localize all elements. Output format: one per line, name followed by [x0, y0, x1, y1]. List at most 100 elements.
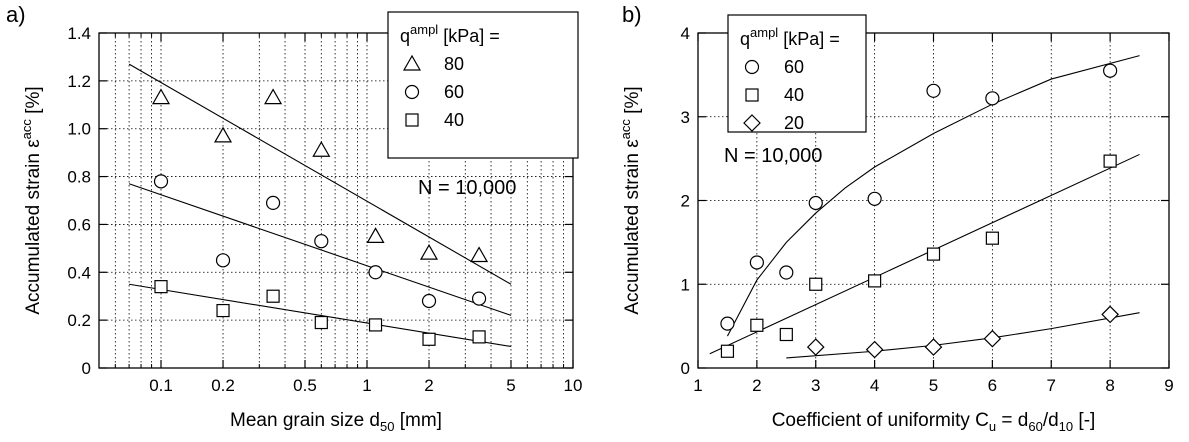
x-tick-label: 4 — [870, 376, 879, 395]
panel-label: b) — [622, 2, 642, 27]
data-point-60 — [1103, 63, 1118, 78]
fit-line-80 — [128, 63, 512, 285]
legend-label-40: 40 — [444, 110, 464, 130]
data-point-60 — [368, 265, 383, 280]
x-tick-label: 0.5 — [293, 376, 317, 395]
x-axis-title: Mean grain size d50 [mm] — [230, 410, 442, 434]
data-point-20 — [924, 338, 943, 356]
x-tick-label: 1 — [362, 376, 371, 395]
fit-line-60 — [128, 183, 512, 316]
data-point-40 — [868, 274, 882, 288]
data-point-20 — [806, 338, 825, 356]
grid — [698, 33, 1169, 368]
series-60 — [153, 174, 487, 309]
y-tick-label: 0 — [681, 359, 690, 378]
legend: qampl [kPa] = 60 40 20 — [727, 14, 867, 133]
data-point-60 — [720, 316, 735, 331]
legend-label-80: 80 — [444, 54, 464, 74]
x-tick-label: 3 — [811, 376, 820, 395]
data-point-60 — [471, 291, 487, 306]
legend-marker-60 — [404, 84, 420, 100]
legend-marker-20 — [743, 114, 761, 132]
x-tick-label: 7 — [1047, 376, 1056, 395]
series-80 — [151, 88, 489, 263]
data-point-80 — [366, 227, 385, 243]
data-point-40 — [422, 332, 436, 346]
fit-lines — [709, 55, 1140, 359]
data-point-60 — [867, 191, 882, 206]
x-tick-label: 0.2 — [211, 376, 235, 395]
data-point-80 — [264, 88, 283, 105]
data-point-80 — [312, 141, 331, 157]
series-60 — [720, 63, 1118, 331]
data-point-40 — [926, 247, 941, 261]
data-point-40 — [809, 277, 823, 291]
y-tick-label: 2 — [681, 192, 690, 211]
x-tick-label: 9 — [1164, 376, 1173, 395]
data-point-20 — [865, 340, 884, 359]
data-point-40 — [266, 289, 280, 303]
y-tick-label: 0.6 — [67, 215, 91, 234]
data-point-80 — [470, 246, 489, 263]
data-point-80 — [151, 88, 171, 105]
data-point-60 — [749, 255, 764, 270]
y-axis-title: Accumulated strain εacc [%] — [618, 86, 643, 314]
data-point-20 — [1101, 305, 1119, 324]
y-axis-title: Accumulated strain εacc [%] — [19, 86, 44, 314]
y-tick-label: 0 — [82, 359, 91, 378]
y-tick-label: 3 — [681, 108, 690, 127]
data-point-80 — [419, 243, 439, 260]
data-point-40 — [1103, 154, 1117, 168]
data-point-60 — [421, 293, 437, 309]
chart-panel-a: 0.1 0.2 0.5 1 2 5 10 0 0.2 0.4 0.6 0.8 1.0 1.2 1.4 a) Me… — [6, 2, 582, 434]
fit-line-60 — [726, 55, 1140, 337]
y-tick-label: 0.2 — [67, 311, 91, 330]
n-annotation: N = 10,000 — [418, 177, 516, 199]
data-point-40 — [985, 231, 999, 245]
data-point-40 — [472, 330, 486, 344]
x-tick-label: 0.1 — [149, 376, 173, 395]
data-point-60 — [153, 174, 169, 189]
y-tick-label: 0.8 — [67, 168, 91, 187]
legend-label-20: 20 — [784, 113, 804, 133]
x-axis-title: Coefficient of uniformity Cu = d60/d10 [… — [772, 410, 1096, 434]
series-40 — [154, 280, 486, 346]
data-point-40 — [720, 344, 735, 358]
data-point-60 — [985, 91, 1000, 106]
x-tick-label: 1 — [693, 376, 702, 395]
data-point-40 — [216, 303, 230, 318]
legend-label-60: 60 — [784, 57, 804, 77]
fit-line-40 — [129, 283, 512, 348]
ticks: 0.1 0.2 0.5 1 2 5 10 0 0.2 0.4 0.6 0.8 1.0 1.2 1.4 — [67, 24, 582, 395]
y-tick-label: 4 — [681, 24, 690, 43]
y-tick-label: 1.4 — [67, 24, 91, 43]
data-point-40 — [314, 315, 328, 330]
x-tick-label: 10 — [564, 376, 583, 395]
y-tick-label: 1 — [681, 275, 690, 294]
data-point-60 — [926, 83, 941, 98]
y-tick-label: 1.0 — [67, 120, 91, 139]
x-tick-label: 5 — [929, 376, 938, 395]
x-tick-label: 6 — [988, 376, 997, 395]
data-point-60 — [265, 195, 281, 210]
x-tick-label: 2 — [424, 376, 433, 395]
data-point-60 — [779, 265, 794, 280]
fit-line-20 — [786, 312, 1140, 359]
x-tick-label: 2 — [752, 376, 761, 395]
legend-box — [387, 11, 579, 159]
fit-lines — [128, 63, 512, 348]
data-point-40 — [368, 318, 383, 332]
y-tick-label: 0.4 — [67, 263, 91, 282]
grid — [99, 33, 573, 368]
plot-frame — [98, 32, 574, 369]
x-tick-label: 8 — [1105, 376, 1114, 395]
legend-title: qampl [kPa] = — [740, 25, 840, 49]
data-point-80 — [213, 126, 233, 143]
legend-marker-80 — [402, 54, 422, 71]
x-tick-label: 5 — [506, 376, 515, 395]
data-point-40 — [779, 327, 793, 342]
data-point-60 — [215, 253, 231, 268]
